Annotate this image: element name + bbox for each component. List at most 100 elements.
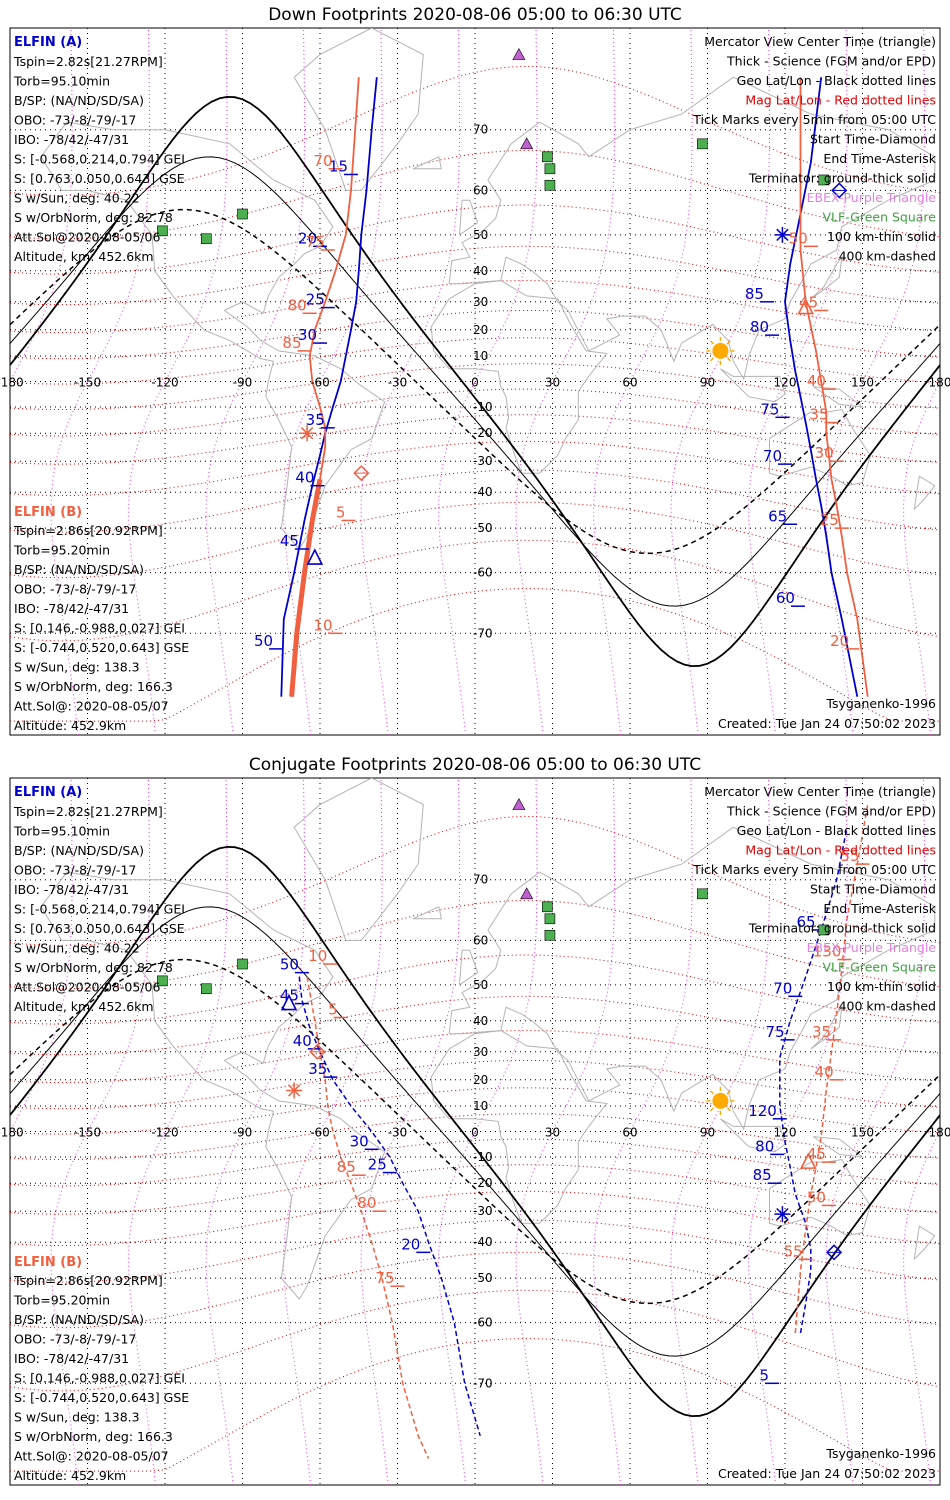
x-tick-label: -60: [310, 376, 330, 390]
legend-entry: Geo Lat/Lon - Black dotted lines: [737, 73, 936, 88]
chart-title: Down Footprints 2020-08-06 05:00 to 06:3…: [268, 5, 682, 25]
elfin-a-time-label: 70: [763, 447, 782, 465]
y-tick-label: 10: [473, 1099, 488, 1113]
footprint-track-b: [799, 77, 869, 697]
created-label: Created: Tue Jan 24 07:50:02 2023: [718, 716, 936, 731]
x-tick-label: 30: [545, 376, 560, 390]
triangle-icon: [797, 297, 814, 315]
plot-area: [10, 28, 940, 735]
elfin-b-time-label: 45: [807, 1145, 826, 1163]
coastline: [448, 826, 936, 1131]
y-tick-label: 50: [473, 228, 488, 242]
coastline: [720, 1118, 786, 1153]
coastline: [40, 871, 386, 1300]
elfin-a-time-label: 85: [753, 1166, 772, 1184]
coastline: [813, 386, 865, 408]
elfin-b-info-line: IBO: -78/42/-47/31: [14, 601, 129, 616]
elfin-a-info-line: S w/OrbNorm, deg: 82.78: [14, 960, 173, 975]
elfin-a-time-label: 75: [760, 400, 779, 418]
elfin-b-time-label: 10: [308, 947, 327, 965]
terminator-ground-line: [10, 95, 940, 668]
coastline: [430, 279, 608, 474]
mag-latitude-line: [10, 1251, 940, 1329]
mag-latitude-line: [10, 539, 940, 642]
legend-entry: Thick - Science (FGM and/or EPD): [726, 54, 936, 69]
legend-entry: EBEX-Purple Triangle: [807, 190, 937, 205]
sun-ray: [726, 357, 731, 362]
elfin-b-info-line: S: [-0.744,0.520,0.643] GSE: [14, 1390, 189, 1405]
x-tick-label: -60: [310, 1126, 330, 1140]
elfin-a-time-label: 60: [776, 589, 795, 607]
elfin-b-header: ELFIN (B): [14, 1255, 82, 1270]
y-tick-label: 50: [473, 978, 488, 992]
model-label: Tsyganenko-1996: [825, 1446, 936, 1461]
green-square-icon: [544, 179, 556, 191]
mag-latitude-line: [10, 440, 940, 496]
coastline: [810, 255, 843, 300]
elfin-a-time-label: 15: [329, 157, 348, 175]
elfin-a-time-label: 80: [750, 318, 769, 336]
asterisk-icon: [300, 427, 314, 440]
legend-entry: Geo Lat/Lon - Black dotted lines: [737, 823, 936, 838]
conjugate-footprints-chart: Conjugate Footprints 2020-08-06 05:00 to…: [0, 755, 950, 1486]
triangle-icon: [799, 1152, 817, 1169]
green-square-icon: [542, 901, 553, 913]
elfin-b-time-label: 5: [328, 1000, 338, 1018]
elfin-b-info-line: S: [0.146,-0.988,0.027] GEI: [14, 1371, 185, 1386]
footprint-track-a: [784, 77, 859, 697]
elfin-b-info-line: S: [0.146,-0.988,0.027] GEI: [14, 621, 185, 636]
diamond-icon: [309, 1043, 326, 1060]
elfin-a-info-line: Altitude, km: 452.6km: [14, 999, 154, 1014]
down-footprints-chart: Down Footprints 2020-08-06 05:00 to 06:3…: [0, 5, 950, 736]
legend-entry: Tick Marks every 5min from 05:00 UTC: [692, 862, 936, 877]
coastline: [813, 1136, 865, 1158]
elfin-a-time-label: 25: [368, 1156, 387, 1174]
elfin-b-time-label: 50: [789, 229, 808, 247]
elfin-a-time-label: 35: [308, 1060, 327, 1078]
elfin-b-info-line: Altitude: 452.9km: [14, 1468, 126, 1483]
y-tick-label: 70: [473, 873, 488, 887]
elfin-a-time-label: 30: [298, 326, 317, 344]
green-square-icon: [201, 983, 212, 995]
x-tick-label: 60: [622, 1126, 637, 1140]
elfin-b-time-label: 80: [288, 296, 307, 314]
coastline: [448, 76, 936, 381]
elfin-b-time-label: 25: [820, 511, 839, 529]
coastline: [913, 1225, 936, 1260]
y-tick-label: -30: [473, 1204, 493, 1218]
green-square-icon: [544, 929, 556, 941]
elfin-a-time-label: 45: [280, 532, 299, 550]
elfin-a-info-line: OBO: -73/-8/-79/-17: [14, 113, 136, 128]
elfin-a-time-label: 65: [768, 507, 787, 525]
legend-entry: 100 km-thin solid: [827, 229, 936, 244]
elfin-b-info-line: Att.Sol@: 2020-08-05/07: [14, 699, 169, 714]
coastline: [720, 368, 786, 403]
terminator-100km-line: [10, 906, 940, 1357]
plot-area: [10, 778, 940, 1485]
diamond-icon: [353, 465, 370, 482]
coastline: [769, 408, 871, 487]
elfin-b-info-line: Torb=95.20min: [13, 1293, 110, 1308]
y-tick-label: -40: [473, 485, 493, 499]
y-tick-label: -60: [473, 566, 493, 580]
terminator-400km-line: [10, 208, 940, 555]
mag-latitude-line: [10, 501, 940, 579]
elfin-a-time-label: 50: [254, 632, 273, 650]
mag-latitude-line: [10, 1289, 940, 1392]
legend-entry: Mercator View Center Time (triangle): [704, 784, 936, 799]
elfin-a-time-label: 25: [306, 291, 325, 309]
diamond-icon: [826, 1244, 843, 1261]
x-tick-label: 150: [851, 376, 874, 390]
asterisk-icon: [287, 1084, 301, 1097]
coastline: [293, 28, 424, 191]
mag-latitude-line: [10, 414, 940, 465]
elfin-a-info-line: Tspin=2.82s[21.27RPM]: [13, 804, 163, 819]
x-tick-label: 30: [545, 1126, 560, 1140]
elfin-a-info-line: S w/Sun, deg: 40.22: [14, 941, 140, 956]
coastline: [913, 475, 936, 510]
coastline: [430, 1029, 608, 1224]
purple-triangle-icon: [520, 137, 534, 150]
legend-entry: End Time-Asterisk: [823, 151, 936, 166]
elfin-a-info-line: S: [-0.568,0.214,0.794] GEI: [14, 902, 185, 917]
mag-latitude-line: [10, 65, 940, 196]
